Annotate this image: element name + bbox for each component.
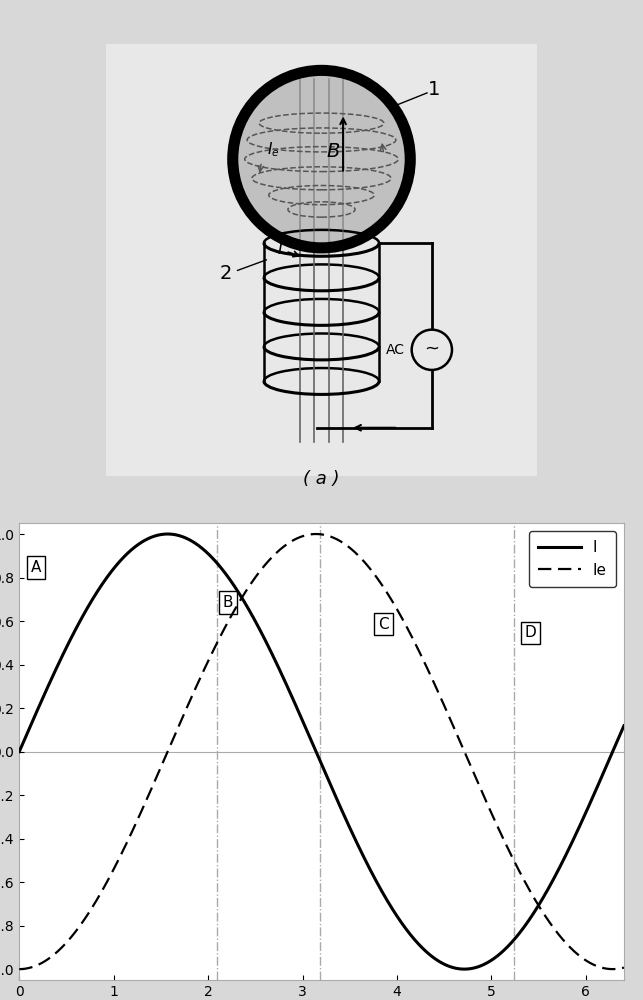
Circle shape xyxy=(412,330,452,370)
Text: AC: AC xyxy=(386,343,405,357)
Text: B: B xyxy=(327,142,340,161)
Text: $I_e$: $I_e$ xyxy=(267,140,280,159)
Text: 2: 2 xyxy=(219,264,231,283)
Text: 1: 1 xyxy=(428,80,440,99)
Text: ~: ~ xyxy=(424,339,439,357)
Text: ( a ): ( a ) xyxy=(303,470,340,488)
Text: B: B xyxy=(222,595,233,610)
Text: C: C xyxy=(378,617,389,632)
Circle shape xyxy=(233,70,410,248)
Text: $I$: $I$ xyxy=(278,240,284,258)
Legend: I, Ie: I, Ie xyxy=(529,531,616,587)
Text: A: A xyxy=(31,560,41,575)
Text: D: D xyxy=(525,625,536,640)
